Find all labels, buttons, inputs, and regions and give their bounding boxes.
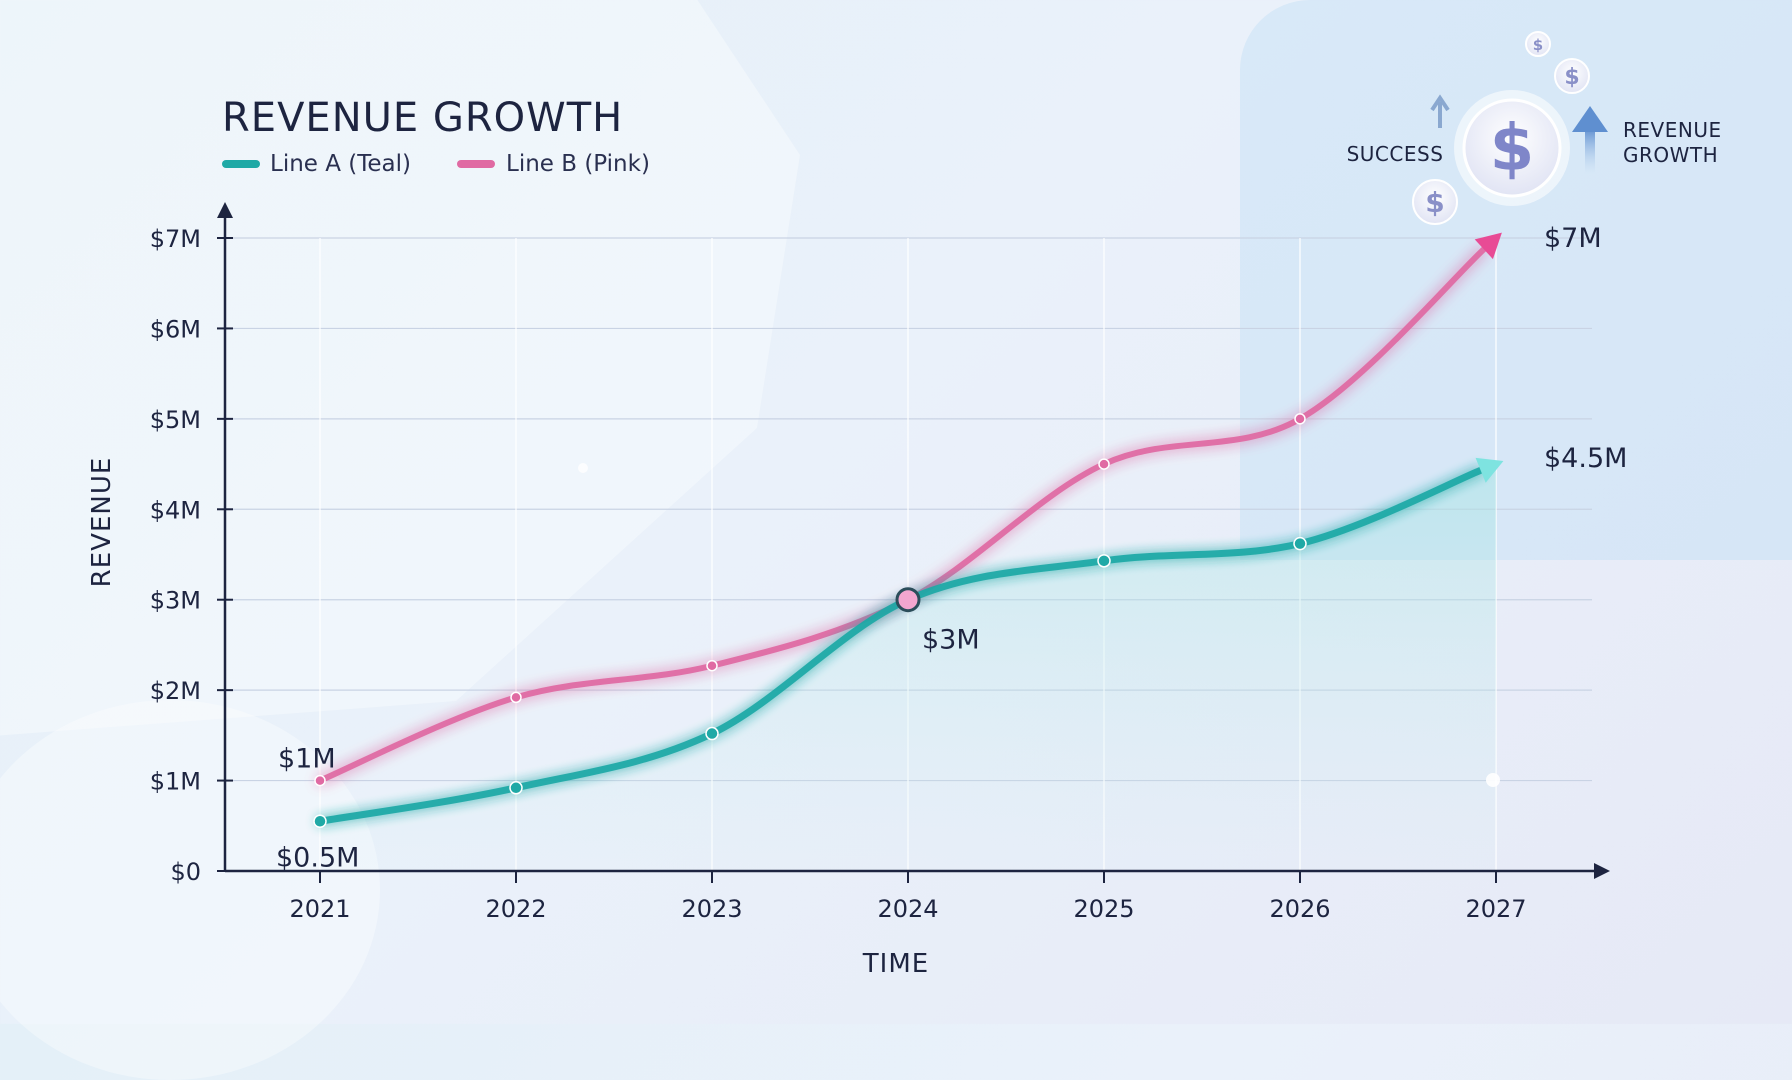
- data-points: [313, 413, 1307, 829]
- data-point-teal: [705, 726, 719, 741]
- y-tick-label: $4M: [150, 496, 201, 524]
- arrow-up-icon: [1572, 106, 1608, 132]
- legend-swatch-pink: [457, 160, 495, 168]
- data-point-teal: [1097, 554, 1111, 568]
- series-arrow-teal-icon: [1475, 457, 1504, 483]
- tiny-coin-icon: [1554, 58, 1590, 94]
- sparkle: [1486, 773, 1500, 787]
- x-tick-label: 2025: [1073, 895, 1134, 923]
- x-tick-label: 2023: [681, 895, 742, 923]
- badge-right-text-2: GROWTH: [1623, 143, 1718, 167]
- legend-swatch-teal: [222, 160, 260, 168]
- tiny-coin-symbol: $: [1564, 65, 1579, 90]
- badge-right-text-1: REVENUE: [1623, 118, 1722, 142]
- small-arrow-up-icon: [1430, 94, 1450, 128]
- data-label: $3M: [922, 625, 980, 656]
- data-point-teal: [313, 814, 327, 829]
- chart-title: REVENUE GROWTH: [222, 95, 623, 141]
- micro-coin-icon: [1525, 31, 1551, 57]
- y-tick-label: $2M: [150, 677, 201, 705]
- data-label: $4.5M: [1544, 443, 1627, 474]
- y-axis-arrow-icon: [217, 202, 233, 218]
- data-label: $1M: [278, 744, 336, 775]
- data-labels: $1M $0.5M $3M $7M $4.5M: [276, 223, 1627, 873]
- data-point-teal: [509, 781, 523, 795]
- dollar-sign: $: [1490, 112, 1535, 186]
- x-axis-title: TIME: [862, 949, 929, 979]
- intersection-point: [895, 587, 921, 613]
- sparkle: [578, 463, 588, 473]
- success-badge: $ $ $ $ SUCCESS REVENUE GROWTH: [1347, 31, 1722, 225]
- small-coin-symbol: $: [1425, 186, 1444, 219]
- x-tick-label: 2021: [289, 895, 350, 923]
- data-point-pink: [510, 691, 522, 704]
- y-tick-label: $7M: [150, 225, 201, 253]
- badge-left-text: SUCCESS: [1347, 142, 1444, 166]
- x-tick-label: 2027: [1465, 895, 1526, 923]
- data-point-pink: [706, 659, 718, 672]
- x-tick-label: 2026: [1269, 895, 1330, 923]
- small-coin-icon: [1412, 179, 1458, 225]
- data-point-pink: [1294, 413, 1306, 425]
- x-tick-labels: 2021 2022 2023 2024 2025 2026 2027: [289, 895, 1526, 923]
- legend-label-teal: Line A (Teal): [270, 151, 411, 177]
- data-point-teal: [1293, 536, 1307, 551]
- data-label: $0.5M: [276, 842, 359, 873]
- arrow-up-shaft: [1585, 128, 1595, 174]
- legend-label-pink: Line B (Pink): [506, 151, 650, 177]
- revenue-chart: REVENUE GROWTH Line A (Teal) Line B (Pin…: [87, 31, 1722, 979]
- y-tick-label: $6M: [150, 315, 201, 343]
- y-axis-title: REVENUE: [87, 457, 117, 588]
- y-tick-label: $5M: [150, 406, 201, 434]
- axes: [217, 202, 1610, 883]
- legend: Line A (Teal) Line B (Pink): [222, 151, 650, 177]
- data-label: $7M: [1544, 223, 1602, 254]
- x-tick-label: 2024: [877, 895, 938, 923]
- series-arrow-pink-icon: [1474, 232, 1502, 260]
- y-tick-label: $3M: [150, 587, 201, 615]
- x-axis-arrow-icon: [1594, 863, 1610, 879]
- micro-coin-symbol: $: [1533, 36, 1543, 54]
- x-tick-label: 2022: [485, 895, 546, 923]
- y-tick-labels: $0 $1M $2M $3M $4M $5M $6M $7M: [150, 225, 201, 886]
- background-blob-bottom: [0, 700, 380, 1080]
- data-point-pink: [1098, 458, 1110, 470]
- y-tick-label: $1M: [150, 768, 201, 796]
- dollar-coin-icon: [1462, 98, 1562, 198]
- data-point-pink: [314, 774, 326, 787]
- y-tick-label: $0: [170, 858, 201, 886]
